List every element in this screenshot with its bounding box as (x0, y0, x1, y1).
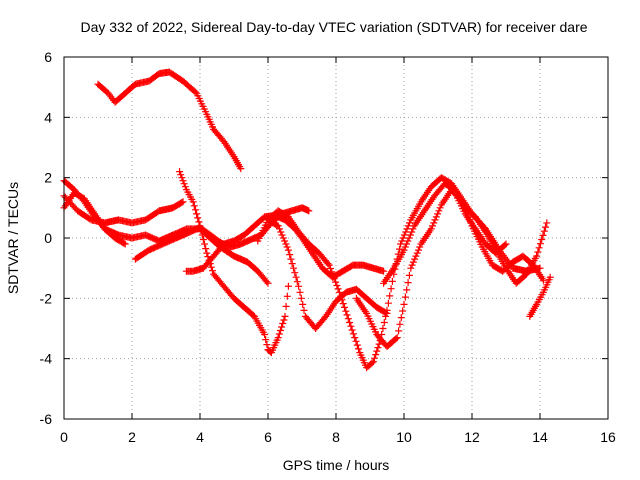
series-markers (526, 273, 554, 320)
y-tick-label: 4 (44, 109, 52, 125)
x-tick-label: 6 (264, 429, 272, 445)
data-series (60, 68, 554, 372)
x-tick-label: 12 (464, 429, 480, 445)
x-axis-label: GPS time / hours (283, 457, 390, 473)
series-arc-6 (176, 168, 292, 357)
plot-area-border (63, 56, 609, 420)
x-tick-label: 10 (396, 429, 412, 445)
y-tick-label: 2 (44, 170, 52, 186)
series-arc-1 (94, 68, 245, 173)
series-arc-13 (526, 273, 554, 320)
x-tick-label: 8 (332, 429, 340, 445)
series-markers (451, 189, 510, 257)
y-tick-label: 6 (44, 49, 52, 65)
x-tick-label: 16 (600, 429, 616, 445)
series-markers (94, 68, 245, 173)
y-tick-label: 0 (44, 230, 52, 246)
chart-title: Day 332 of 2022, Sidereal Day-to-day VTE… (80, 19, 587, 35)
y-tick-label: -2 (40, 290, 53, 306)
x-tick-label: 4 (196, 429, 204, 445)
y-tick-label: -6 (40, 411, 53, 427)
series-markers (176, 168, 292, 357)
x-tick-label: 2 (128, 429, 136, 445)
series-arc-12 (451, 189, 510, 257)
x-tick-label: 0 (60, 429, 68, 445)
x-tick-label: 14 (532, 429, 548, 445)
axis-ticks: 0 2 4 6 8 10 12 14 16 -6 -4 -2 0 2 4 6 (40, 49, 616, 445)
y-tick-label: -4 (40, 351, 53, 367)
y-axis-label: SDTVAR / TECUs (5, 182, 21, 294)
